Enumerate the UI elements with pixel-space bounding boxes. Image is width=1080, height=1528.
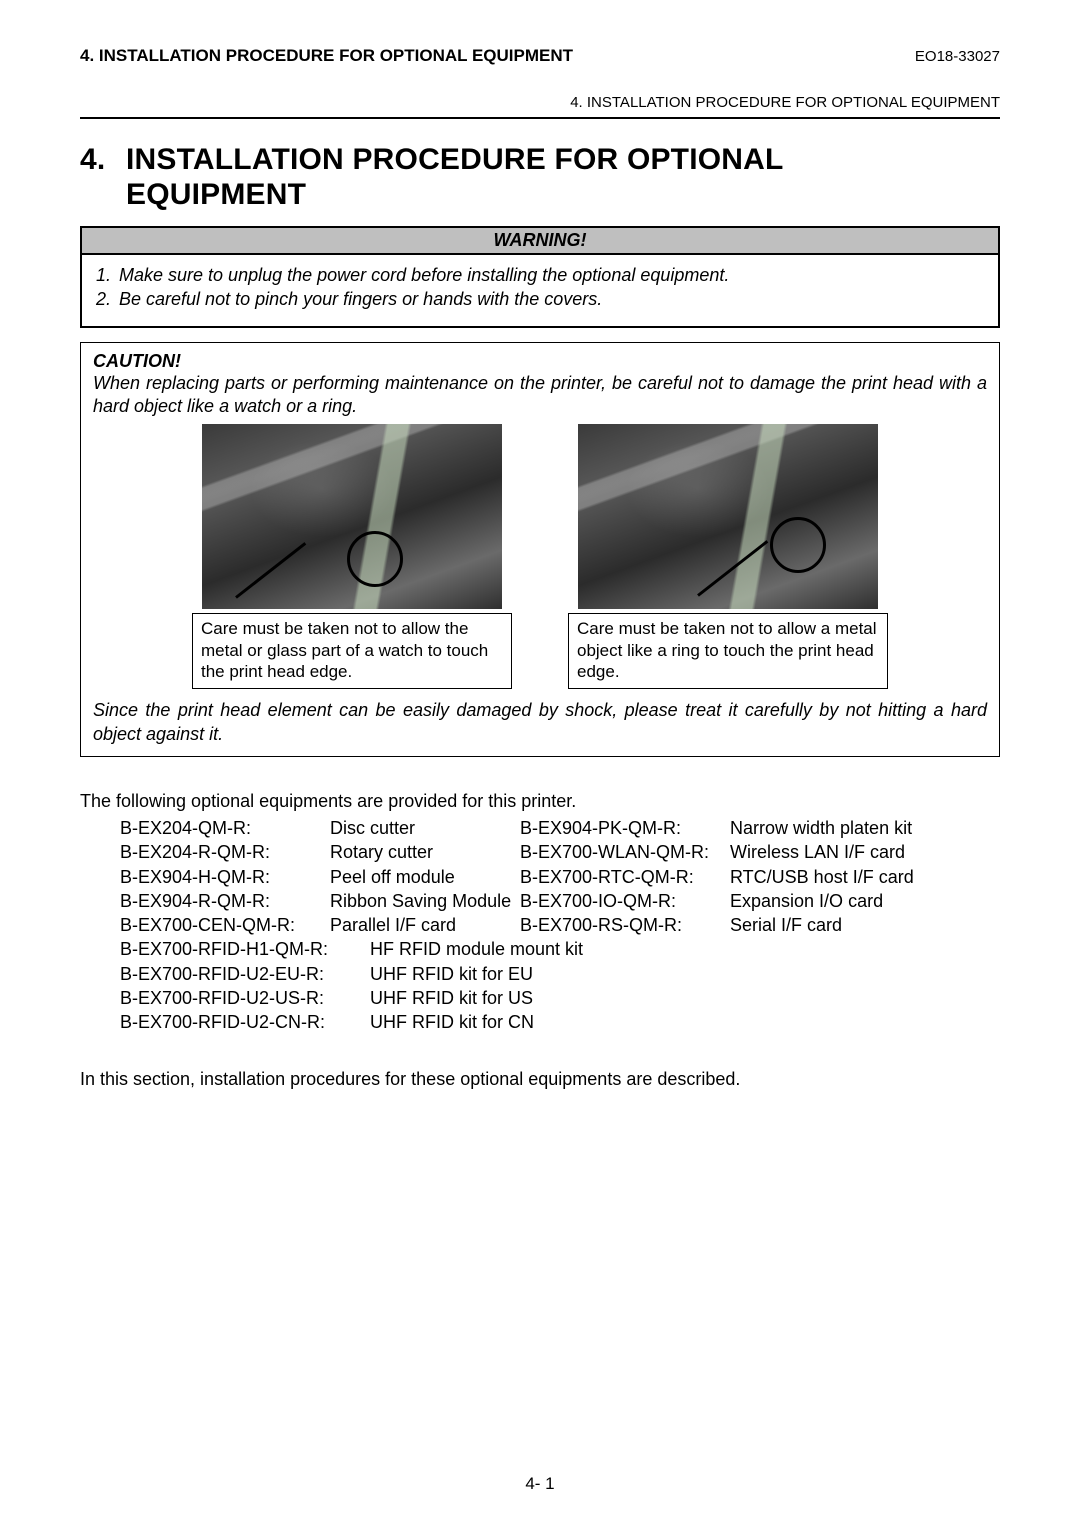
equip-desc: UHF RFID kit for US <box>370 986 533 1010</box>
equipment-row: B-EX700-RFID-U2-CN-R: UHF RFID kit for C… <box>120 1010 1000 1034</box>
equip-desc: UHF RFID kit for CN <box>370 1010 534 1034</box>
highlight-circle-icon <box>770 517 826 573</box>
equip-desc: Disc cutter <box>330 816 520 840</box>
equipment-row: B-EX700-RFID-U2-US-R: UHF RFID kit for U… <box>120 986 1000 1010</box>
section-title-line2: EQUIPMENT <box>126 178 306 211</box>
page-number: 4- 1 <box>0 1474 1080 1494</box>
section-title-line1: INSTALLATION PROCEDURE FOR OPTIONAL <box>126 143 784 176</box>
equip-desc: Rotary cutter <box>330 840 520 864</box>
pointer-line-icon <box>697 541 768 598</box>
equipment-row: B-EX904-R-QM-R: Ribbon Saving Module B-E… <box>120 889 1000 913</box>
equip-code: B-EX204-QM-R: <box>120 816 330 840</box>
printer-photo-watch <box>202 424 502 609</box>
equip-desc: Peel off module <box>330 865 520 889</box>
caution-post-text: Since the print head element can be easi… <box>93 699 987 746</box>
warning-header: WARNING! <box>82 228 998 255</box>
equipment-intro: The following optional equipments are pr… <box>80 791 1000 812</box>
pointer-line-icon <box>235 543 306 600</box>
document-page: 4. INSTALLATION PROCEDURE FOR OPTIONAL E… <box>0 0 1080 1528</box>
equip-code: B-EX700-RFID-H1-QM-R: <box>120 937 370 961</box>
equip-code: B-EX700-RFID-U2-US-R: <box>120 986 370 1010</box>
equip-code: B-EX700-RTC-QM-R: <box>520 865 730 889</box>
equip-desc: Wireless LAN I/F card <box>730 840 1000 864</box>
section-title: 4.INSTALLATION PROCEDURE FOR OPTIONAL EQ… <box>80 143 1000 212</box>
warning-body: 1.Make sure to unplug the power cord bef… <box>82 255 998 326</box>
photo-column: Care must be taken not to allow a metal … <box>568 424 888 689</box>
equip-code: B-EX700-IO-QM-R: <box>520 889 730 913</box>
equip-desc: Serial I/F card <box>730 913 1000 937</box>
warning-item-text: Make sure to unplug the power cord befor… <box>119 263 729 287</box>
equipment-row: B-EX700-CEN-QM-R: Parallel I/F card B-EX… <box>120 913 1000 937</box>
equip-desc: UHF RFID kit for EU <box>370 962 533 986</box>
photo-caption: Care must be taken not to allow a metal … <box>568 613 888 689</box>
running-head: 4. INSTALLATION PROCEDURE FOR OPTIONAL E… <box>80 94 1000 111</box>
equip-code: B-EX904-H-QM-R: <box>120 865 330 889</box>
equip-code: B-EX700-RFID-U2-CN-R: <box>120 1010 370 1034</box>
caution-label: CAUTION! <box>93 351 987 372</box>
photo-row: Care must be taken not to allow the meta… <box>93 424 987 689</box>
equip-code: B-EX904-PK-QM-R: <box>520 816 730 840</box>
section-number: 4. <box>80 143 126 178</box>
highlight-circle-icon <box>347 531 403 587</box>
warning-item-text: Be careful not to pinch your fingers or … <box>119 287 602 311</box>
equip-code: B-EX904-R-QM-R: <box>120 889 330 913</box>
equip-desc: HF RFID module mount kit <box>370 937 583 961</box>
caution-box: CAUTION! When replacing parts or perform… <box>80 342 1000 757</box>
equipment-row: B-EX700-RFID-U2-EU-R: UHF RFID kit for E… <box>120 962 1000 986</box>
warning-item: 1.Make sure to unplug the power cord bef… <box>96 263 984 287</box>
equip-code: B-EX700-CEN-QM-R: <box>120 913 330 937</box>
warning-item: 2.Be careful not to pinch your fingers o… <box>96 287 984 311</box>
section-number-spacer <box>80 178 126 213</box>
photo-column: Care must be taken not to allow the meta… <box>192 424 512 689</box>
equip-desc: RTC/USB host I/F card <box>730 865 1000 889</box>
equip-code: B-EX700-RS-QM-R: <box>520 913 730 937</box>
equipment-list: B-EX204-QM-R: Disc cutter B-EX904-PK-QM-… <box>80 816 1000 1035</box>
warning-box: WARNING! 1.Make sure to unplug the power… <box>80 226 1000 328</box>
equip-desc: Expansion I/O card <box>730 889 1000 913</box>
header-section-label: 4. INSTALLATION PROCEDURE FOR OPTIONAL E… <box>80 46 573 66</box>
header-doc-number: EO18-33027 <box>915 48 1000 65</box>
equip-desc: Ribbon Saving Module <box>330 889 520 913</box>
equipment-row: B-EX204-QM-R: Disc cutter B-EX904-PK-QM-… <box>120 816 1000 840</box>
equipment-row: B-EX700-RFID-H1-QM-R: HF RFID module mou… <box>120 937 1000 961</box>
equip-desc: Parallel I/F card <box>330 913 520 937</box>
caution-body: When replacing parts or performing maint… <box>93 372 987 419</box>
equipment-closing: In this section, installation procedures… <box>80 1069 1000 1090</box>
page-header-row: 4. INSTALLATION PROCEDURE FOR OPTIONAL E… <box>80 46 1000 66</box>
equipment-row: B-EX904-H-QM-R: Peel off module B-EX700-… <box>120 865 1000 889</box>
photo-caption: Care must be taken not to allow the meta… <box>192 613 512 689</box>
equip-code: B-EX204-R-QM-R: <box>120 840 330 864</box>
header-rule <box>80 117 1000 119</box>
equip-code: B-EX700-WLAN-QM-R: <box>520 840 730 864</box>
equip-code: B-EX700-RFID-U2-EU-R: <box>120 962 370 986</box>
equip-desc: Narrow width platen kit <box>730 816 1000 840</box>
equipment-row: B-EX204-R-QM-R: Rotary cutter B-EX700-WL… <box>120 840 1000 864</box>
printer-photo-ring <box>578 424 878 609</box>
